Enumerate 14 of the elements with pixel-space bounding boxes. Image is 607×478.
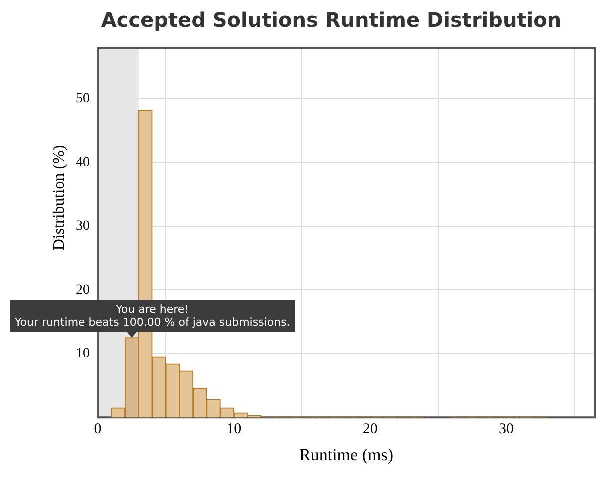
y-tick-label: 20 [76,282,90,298]
chart-title: Accepted Solutions Runtime Distribution [101,8,562,32]
annotation: You are here! [115,302,190,316]
y-tick-label: 10 [76,346,90,362]
y-tick-label: 40 [76,155,90,170]
y-tick-label: 30 [76,219,90,234]
y-tick-label: 50 [76,92,90,107]
x-axis-title: Runtime (ms) [300,445,394,464]
x-tick-label: 30 [498,422,514,438]
x-tick-label: 20 [362,422,378,438]
x-tick-label: 0 [94,422,102,438]
x-tick-label: 10 [226,422,242,438]
annotation: Your runtime beats 100.00 % of java submissions. [15,316,290,329]
y-axis-title: Distribution (%) [51,145,68,251]
